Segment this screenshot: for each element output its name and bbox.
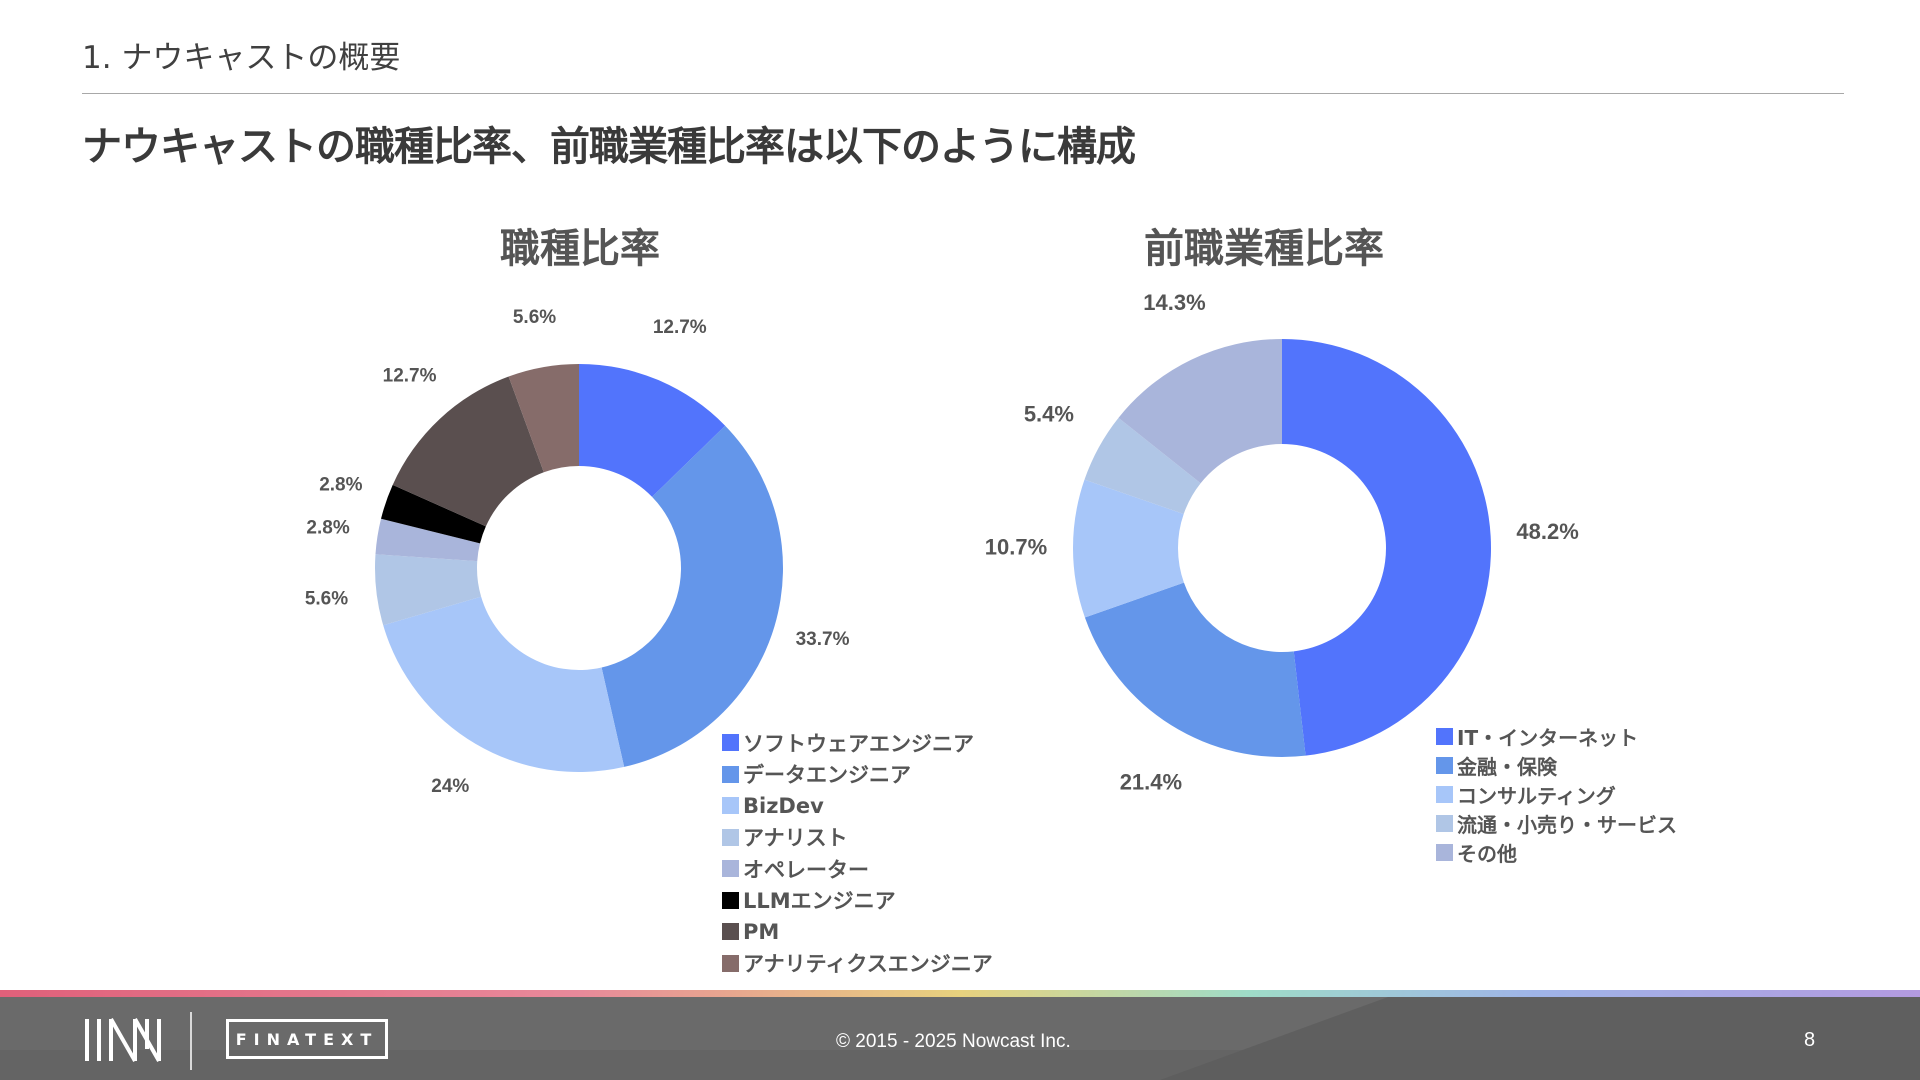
chart2-slice-4 [1084, 417, 1201, 515]
chart2-legend-item: 流通・小売り・サービス [1436, 809, 1677, 838]
chart1-legend-swatch [722, 954, 739, 972]
chart2-legend-swatch [1436, 844, 1453, 861]
chart1-legend-label: アナリスト [743, 826, 848, 851]
chart1-data-label-6: 2.8% [319, 474, 362, 495]
chart2-data-label-5: 14.3% [1143, 290, 1205, 315]
chart1-legend-swatch [722, 923, 739, 941]
chart1-legend-swatch [722, 860, 739, 878]
chart2-legend-label: その他 [1457, 842, 1517, 866]
chart1-legend-label: ソフトウェアエンジニア [743, 731, 974, 756]
chart1-legend-label: オペレーター [743, 857, 869, 882]
chart2-legend: IT・インターネット 金融・保険コンサルティング流通・小売り・サービス その他 [1436, 722, 1677, 867]
chart1-legend-item: PM [722, 916, 993, 948]
chart2-legend-item: その他 [1436, 838, 1677, 867]
chart2-legend-item: 金融・保険 [1436, 751, 1677, 780]
chart1-legend-label: アナリティクスエンジニア [743, 952, 993, 977]
page-number: 8 [1804, 1029, 1816, 1051]
title-divider [82, 93, 1844, 94]
chart1-legend-label: LLMエンジニア [743, 889, 896, 914]
chart1-legend-item: ソフトウェアエンジニア [722, 727, 993, 759]
chart2-legend-swatch [1436, 728, 1453, 745]
chart1-legend-swatch [722, 828, 739, 846]
logo-separator [190, 1012, 192, 1070]
chart1-title: 職種比率 [500, 226, 660, 272]
chart1-legend-label: データエンジニア [743, 763, 911, 788]
footer-bar [0, 990, 1920, 1080]
copyright-text: © 2015 - 2025 Nowcast Inc. [836, 1031, 1071, 1052]
chart2-legend-label: 金融・保険 [1457, 755, 1557, 779]
chart2-legend-swatch [1436, 786, 1453, 803]
chart2-data-label-4: 5.4% [1024, 402, 1074, 427]
chart2-slice-2 [1084, 582, 1306, 757]
chart1-legend-item: アナリティクスエンジニア [722, 948, 993, 980]
chart1-legend-item: オペレーター [722, 853, 993, 885]
chart2-legend-label: 流通・小売り・サービス [1457, 813, 1677, 837]
chart1-legend-swatch [722, 891, 739, 909]
chart2-title: 前職業種比率 [1144, 226, 1384, 272]
chart1-donut: 12.7% 33.7% 24% 5.6% 2.8% 2.8% 12.7% 5.6% [305, 307, 850, 797]
footer-gradient-strip [0, 990, 1920, 997]
chart2-slice-5 [1118, 339, 1282, 484]
chart2-data-label-2: 21.4% [1120, 769, 1182, 794]
chart1-data-label-4: 5.6% [305, 589, 348, 610]
chart2-legend-item: IT・インターネット [1436, 722, 1677, 751]
chart2-legend-label: コンサルティング [1457, 784, 1616, 808]
chart2-slice-1 [1282, 339, 1491, 756]
chart2-donut: 48.2% 21.4% 10.7% 5.4% 14.3% [985, 290, 1579, 794]
chart1-data-label-8: 5.6% [513, 307, 556, 328]
chart1-legend-swatch [722, 734, 739, 752]
chart1-data-label-1: 12.7% [653, 317, 707, 338]
chart2-legend-item: コンサルティング [1436, 780, 1677, 809]
chart1-slice-8 [508, 364, 579, 473]
chart2-slice-3 [1073, 479, 1184, 618]
chart1-legend-item: データエンジニア [722, 759, 993, 791]
chart1-data-label-7: 12.7% [383, 365, 437, 386]
chart1-legend-label: BizDev [743, 793, 824, 818]
chart1-legend: ソフトウェアエンジニア データエンジニア BizDev アナリストオペレーター LLMエ… [722, 727, 993, 979]
chart1-legend-swatch [722, 797, 739, 815]
chart1-data-label-2: 33.7% [796, 629, 850, 650]
chart1-data-label-3: 24% [431, 776, 469, 797]
finatext-logo: FINATEXT [226, 1019, 388, 1059]
chart2-legend-swatch [1436, 757, 1453, 774]
chart1-legend-item: LLMエンジニア [722, 885, 993, 917]
chart1-data-label-5: 2.8% [306, 518, 349, 539]
chart1-slice-5 [375, 518, 481, 562]
chart2-legend-label: IT・インターネット [1457, 726, 1639, 750]
chart2-data-label-3: 10.7% [985, 535, 1047, 560]
chart1-legend-label: PM [743, 919, 780, 944]
footer-shade-band [0, 1050, 1920, 1080]
chart1-slice-3 [383, 596, 625, 772]
chart1-slice-4 [375, 554, 482, 626]
chart1-slice-6 [381, 484, 486, 544]
chart1-slice-2 [601, 425, 783, 767]
section-title: 1. ナウキャストの概要 [82, 40, 401, 76]
chart2-legend-swatch [1436, 815, 1453, 832]
chart1-legend-swatch [722, 765, 739, 783]
chart1-legend-item: アナリスト [722, 822, 993, 854]
chart1-slice-1 [579, 364, 726, 497]
chart1-legend-item: BizDev [722, 790, 993, 822]
chart1-slice-7 [392, 376, 544, 527]
slide-headline: ナウキャストの職種比率、前職業種比率は以下のように構成 [82, 124, 1136, 170]
donut-charts: 12.7% 33.7% 24% 5.6% 2.8% 2.8% 12.7% 5.6% 48.2% 2… [305, 290, 1579, 797]
chart2-data-label-1: 48.2% [1516, 519, 1578, 544]
nowcast-logo-icon [85, 1018, 161, 1062]
